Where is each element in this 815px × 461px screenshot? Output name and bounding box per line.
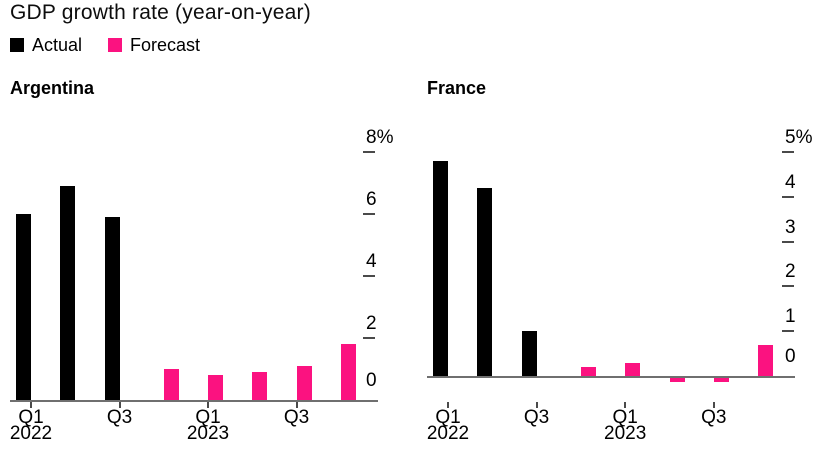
france-bar-q1-2023-forecast <box>625 362 641 376</box>
france-ytick-label-3: 3 <box>785 216 796 238</box>
argentina-bar-q1-2023-forecast <box>208 375 223 400</box>
argentina-xtick-year-2023: 2023 <box>186 423 230 444</box>
argentina-ytick-label-2: 2 <box>366 313 377 334</box>
france-xtick-q3-2 <box>535 402 538 408</box>
france-bar-q4-2023-forecast <box>758 344 774 376</box>
legend: Actual Forecast <box>10 35 200 55</box>
argentina-ytick-dash-6 <box>363 213 375 215</box>
france-bar-q3-2023-forecast <box>713 378 729 383</box>
france-ytick-dash-1 <box>782 330 794 333</box>
france-bar-q3-2022-actual <box>521 331 537 376</box>
argentina-ytick-dash-8- <box>363 151 375 153</box>
france-xtick-label-q3-6: Q3 <box>701 407 727 428</box>
argentina-xtick-year-2022: 2022 <box>9 423 53 444</box>
argentina-xtick-q3-2 <box>118 402 121 408</box>
argentina-xtick-q1-2023 <box>207 402 209 408</box>
france-ytick-dash-4 <box>782 195 794 198</box>
argentina-bar-q1-2022-actual <box>16 214 31 400</box>
argentina-xtick-label-q1-2023: Q1 <box>195 407 221 428</box>
france-ytick-label-2: 2 <box>785 261 796 283</box>
france-bar-q2-2023-forecast <box>669 378 685 383</box>
legend-item-forecast: Forecast <box>108 35 200 55</box>
argentina-xtick-label-q3-6: Q3 <box>283 407 310 428</box>
chart-title: GDP growth rate (year-on-year) <box>10 1 311 24</box>
france-ytick-dash-2 <box>782 285 794 288</box>
france-ytick-label-1: 1 <box>785 306 796 328</box>
france-xtick-year-2023: 2023 <box>604 423 647 444</box>
forecast-swatch <box>108 38 123 52</box>
argentina-ytick-dash-4 <box>363 275 375 277</box>
argentina-bar-q3-2023-forecast <box>296 365 312 400</box>
france-x-axis <box>427 376 795 378</box>
argentina-ytick-label-4: 4 <box>366 251 377 272</box>
france-xtick-year-2022: 2022 <box>426 423 470 444</box>
panel-title-france: France <box>427 78 487 98</box>
france-bar-q2-2022-actual <box>477 187 493 376</box>
france-ytick-dash-3 <box>782 240 794 243</box>
france-xtick-q1-2023 <box>624 402 627 408</box>
france-xtick-q1-2022 <box>447 402 449 408</box>
argentina-xtick-q3-6 <box>295 402 298 408</box>
legend-label-actual: Actual <box>32 35 83 55</box>
argentina-x-axis <box>10 400 378 402</box>
argentina-xtick-label-q3-2: Q3 <box>106 407 133 428</box>
argentina-ytick-label-6: 6 <box>366 189 377 210</box>
argentina-bar-q3-2022-actual <box>104 217 120 400</box>
france-xtick-label-q3-2: Q3 <box>523 407 550 428</box>
argentina-ytick-label-8-: 8% <box>366 127 394 148</box>
argentina-bar-q2-2022-actual <box>60 186 76 400</box>
actual-swatch <box>10 38 24 52</box>
france-bar-q1-2022-actual <box>433 160 448 376</box>
france-xtick-label-q1-2022: Q1 <box>435 407 461 428</box>
france-ytick-dash-5- <box>782 151 794 153</box>
france-xtick-q3-6 <box>712 402 715 408</box>
argentina-ytick-label-0: 0 <box>366 370 377 391</box>
france-xtick-label-q1-2023: Q1 <box>612 407 638 428</box>
legend-item-actual: Actual <box>10 35 82 55</box>
argentina-bar-q4-2022-forecast <box>163 369 179 400</box>
argentina-bar-q2-2023-forecast <box>252 372 268 400</box>
panel-title-argentina: Argentina <box>10 78 95 98</box>
argentina-xtick-q1-2022 <box>30 402 32 408</box>
legend-label-forecast: Forecast <box>130 35 201 55</box>
argentina-xtick-label-q1-2022: Q1 <box>18 407 44 428</box>
france-ytick-label-5-: 5% <box>785 127 813 148</box>
argentina-ytick-dash-2 <box>363 337 375 339</box>
argentina-bar-q4-2023-forecast <box>340 344 356 400</box>
france-ytick-label-0: 0 <box>785 346 796 367</box>
france-bar-q4-2022-forecast <box>580 367 596 376</box>
france-ytick-label-4: 4 <box>785 171 796 193</box>
